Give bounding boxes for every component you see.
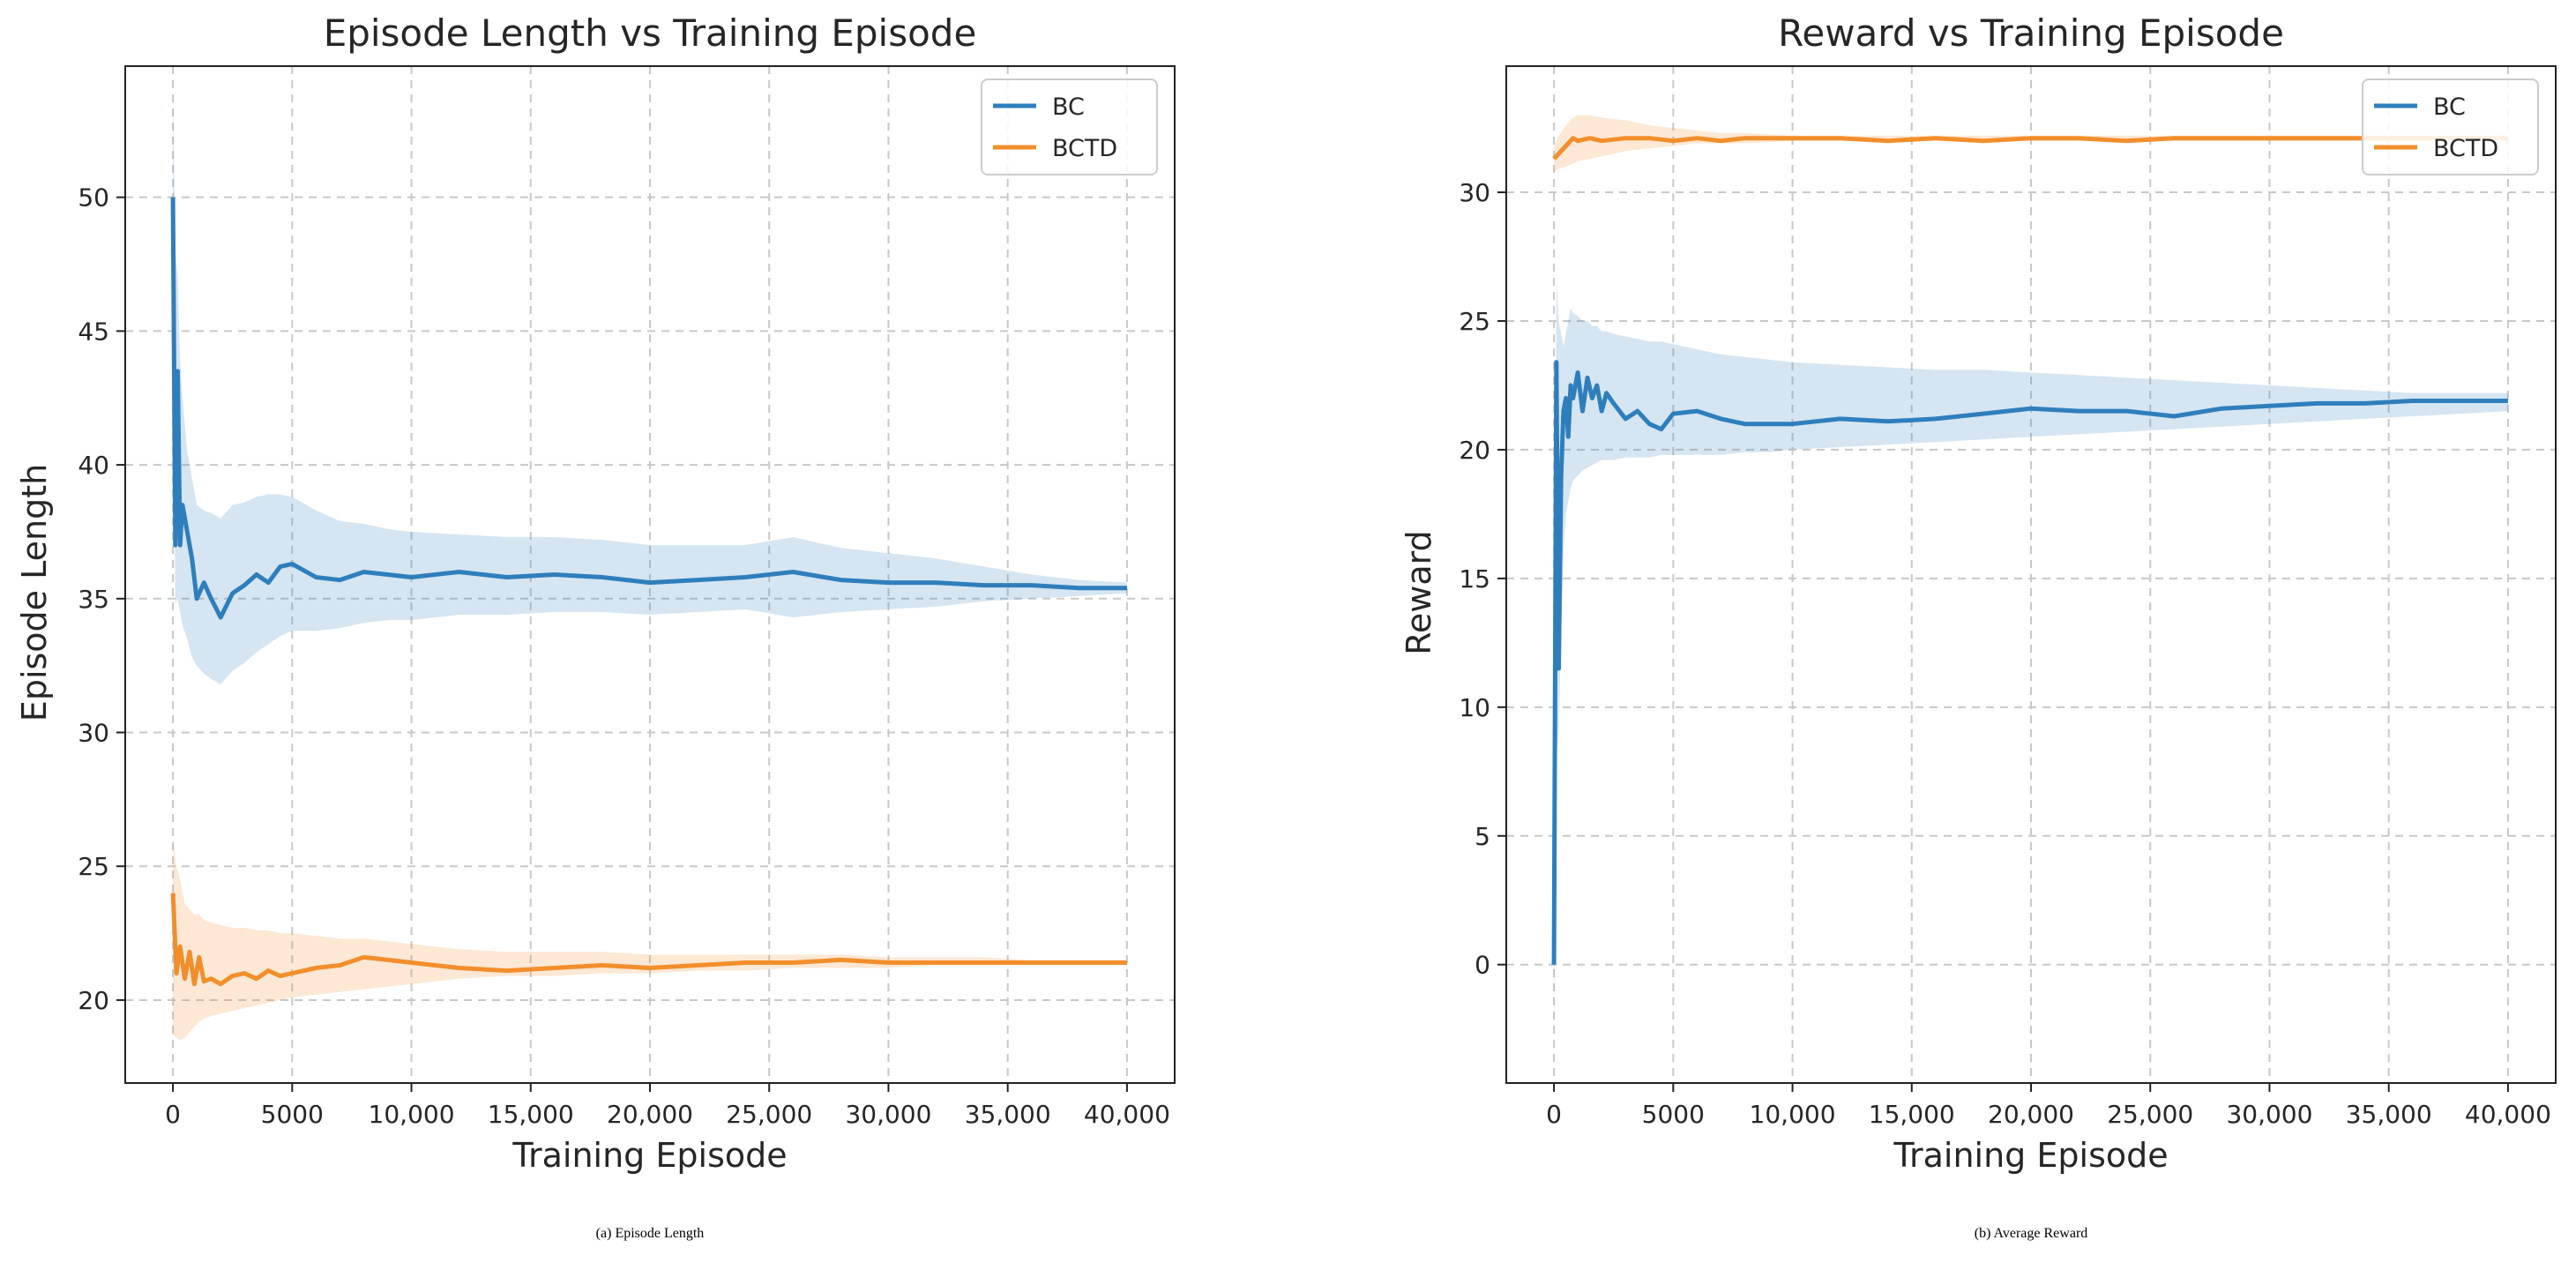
band-bc: [1554, 282, 2508, 1042]
x-axis-label: Training Episode: [511, 1136, 787, 1175]
x-tick-label: 25,000: [726, 1100, 812, 1129]
caption: (a) Episode Length: [596, 1226, 705, 1241]
x-tick-label: 35,000: [2346, 1100, 2432, 1129]
y-tick-label: 45: [78, 317, 109, 346]
x-ticks: 0 5000 10,000 15,000 20,000 25,000 30,000 35,00…: [165, 1083, 1170, 1129]
legend-label-bctd: BCTD: [2433, 135, 2498, 162]
line-bc: [170, 197, 1127, 620]
x-tick-label: 40,000: [2465, 1100, 2551, 1129]
x-tick-label: 20,000: [607, 1100, 693, 1129]
y-tick-label: 20: [78, 986, 109, 1015]
line-bctd: [1552, 136, 2508, 161]
caption-text: Average Reward: [1990, 1226, 2087, 1241]
x-ticks: 0 5000 10,000 15,000 20,000 25,000 30,000 35,00…: [1546, 1083, 2551, 1129]
confidence-bands: [1554, 115, 2508, 1042]
panel-episode-length: Episode Length vs Training Episode 0 5000…: [15, 11, 1176, 1241]
y-tick-label: 50: [78, 183, 109, 213]
y-ticks: 0 5 10 15 20 25 30: [1459, 178, 1506, 980]
y-tick-label: 25: [1459, 307, 1490, 336]
x-tick-label: 15,000: [488, 1100, 574, 1129]
chart-title: Reward vs Training Episode: [1778, 11, 2284, 55]
caption-text: Episode Length: [611, 1226, 704, 1241]
y-tick-label: 30: [78, 719, 109, 748]
y-tick-label: 20: [1459, 436, 1490, 465]
grid: [1506, 66, 2556, 1083]
x-tick-label: 25,000: [2107, 1100, 2193, 1129]
caption-label: a: [601, 1226, 607, 1241]
band-bc: [173, 90, 1127, 684]
x-tick-label: 30,000: [845, 1100, 931, 1129]
panel-reward: Reward vs Training Episode 0 5000 10,000 15…: [1400, 11, 2557, 1241]
y-axis-label: Reward: [1400, 530, 1438, 655]
legend-label-bctd: BCTD: [1052, 135, 1117, 162]
x-tick-label: 15,000: [1869, 1100, 1955, 1129]
legend-label-bc: BC: [2433, 93, 2466, 121]
caption-label: b: [1979, 1226, 1986, 1241]
x-tick-label: 10,000: [369, 1100, 455, 1129]
band-bctd: [173, 839, 1127, 1041]
x-tick-label: 0: [165, 1100, 181, 1129]
line-bctd: [170, 893, 1127, 987]
y-tick-label: 5: [1475, 822, 1490, 851]
confidence-bands: [173, 90, 1127, 1041]
y-tick-label: 30: [1459, 178, 1490, 207]
x-tick-label: 40,000: [1084, 1100, 1170, 1129]
series-lines: [170, 197, 1127, 987]
x-tick-label: 0: [1546, 1100, 1562, 1129]
legend-box: [981, 78, 1158, 176]
y-tick-label: 0: [1475, 951, 1490, 980]
y-tick-label: 25: [78, 852, 109, 881]
legend-box: [2362, 78, 2539, 176]
series-lines: [1551, 136, 2508, 965]
x-tick-label: 35,000: [965, 1100, 1051, 1129]
band-bctd: [1554, 115, 2508, 172]
x-tick-label: 30,000: [2226, 1100, 2312, 1129]
line-bc: [1551, 360, 2508, 965]
x-tick-label: 20,000: [1988, 1100, 2074, 1129]
legend: BC BCTD: [2362, 78, 2539, 176]
y-ticks: 20 25 30 35 40 45 50: [78, 183, 125, 1015]
x-axis-label: Training Episode: [1893, 1136, 2168, 1175]
chart-title: Episode Length vs Training Episode: [324, 11, 977, 55]
y-tick-label: 35: [78, 585, 109, 614]
caption: (b) Average Reward: [1975, 1226, 2088, 1241]
legend-label-bc: BC: [1052, 93, 1085, 121]
y-tick-label: 10: [1459, 693, 1490, 722]
y-axis-label: Episode Length: [15, 464, 54, 721]
y-tick-label: 40: [78, 451, 109, 480]
legend: BC BCTD: [981, 78, 1158, 176]
y-tick-label: 15: [1459, 564, 1490, 594]
x-tick-label: 5000: [261, 1100, 324, 1129]
x-tick-label: 10,000: [1750, 1100, 1836, 1129]
x-tick-label: 5000: [1642, 1100, 1705, 1129]
